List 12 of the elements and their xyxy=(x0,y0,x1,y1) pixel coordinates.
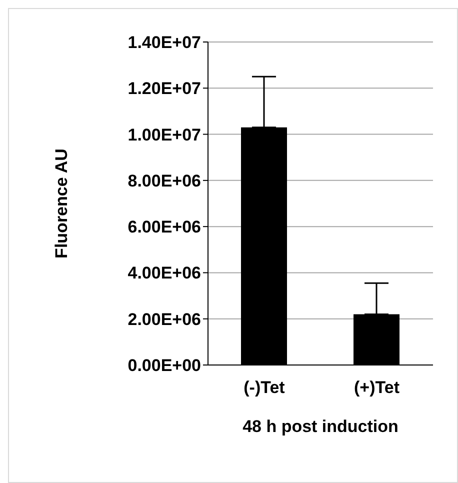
y-tick-label: 6.00E+06 xyxy=(128,218,201,237)
y-tick-label: 0.00E+00 xyxy=(128,356,201,376)
y-tick-label: 1.00E+07 xyxy=(128,125,201,144)
y-axis-title: Fluorence AU xyxy=(52,148,72,258)
x-tick-label: (+)Tet xyxy=(354,378,400,398)
y-tick-label: 1.20E+07 xyxy=(128,79,201,98)
y-tick-label: 4.00E+06 xyxy=(128,264,201,283)
y-tick-label: 1.40E+07 xyxy=(128,33,201,52)
y-tick-label: 8.00E+06 xyxy=(128,171,201,190)
y-tick-label: 2.00E+06 xyxy=(128,310,201,329)
x-axis-title: 48 h post induction xyxy=(242,417,398,436)
x-tick-label: (-)Tet xyxy=(244,378,286,398)
